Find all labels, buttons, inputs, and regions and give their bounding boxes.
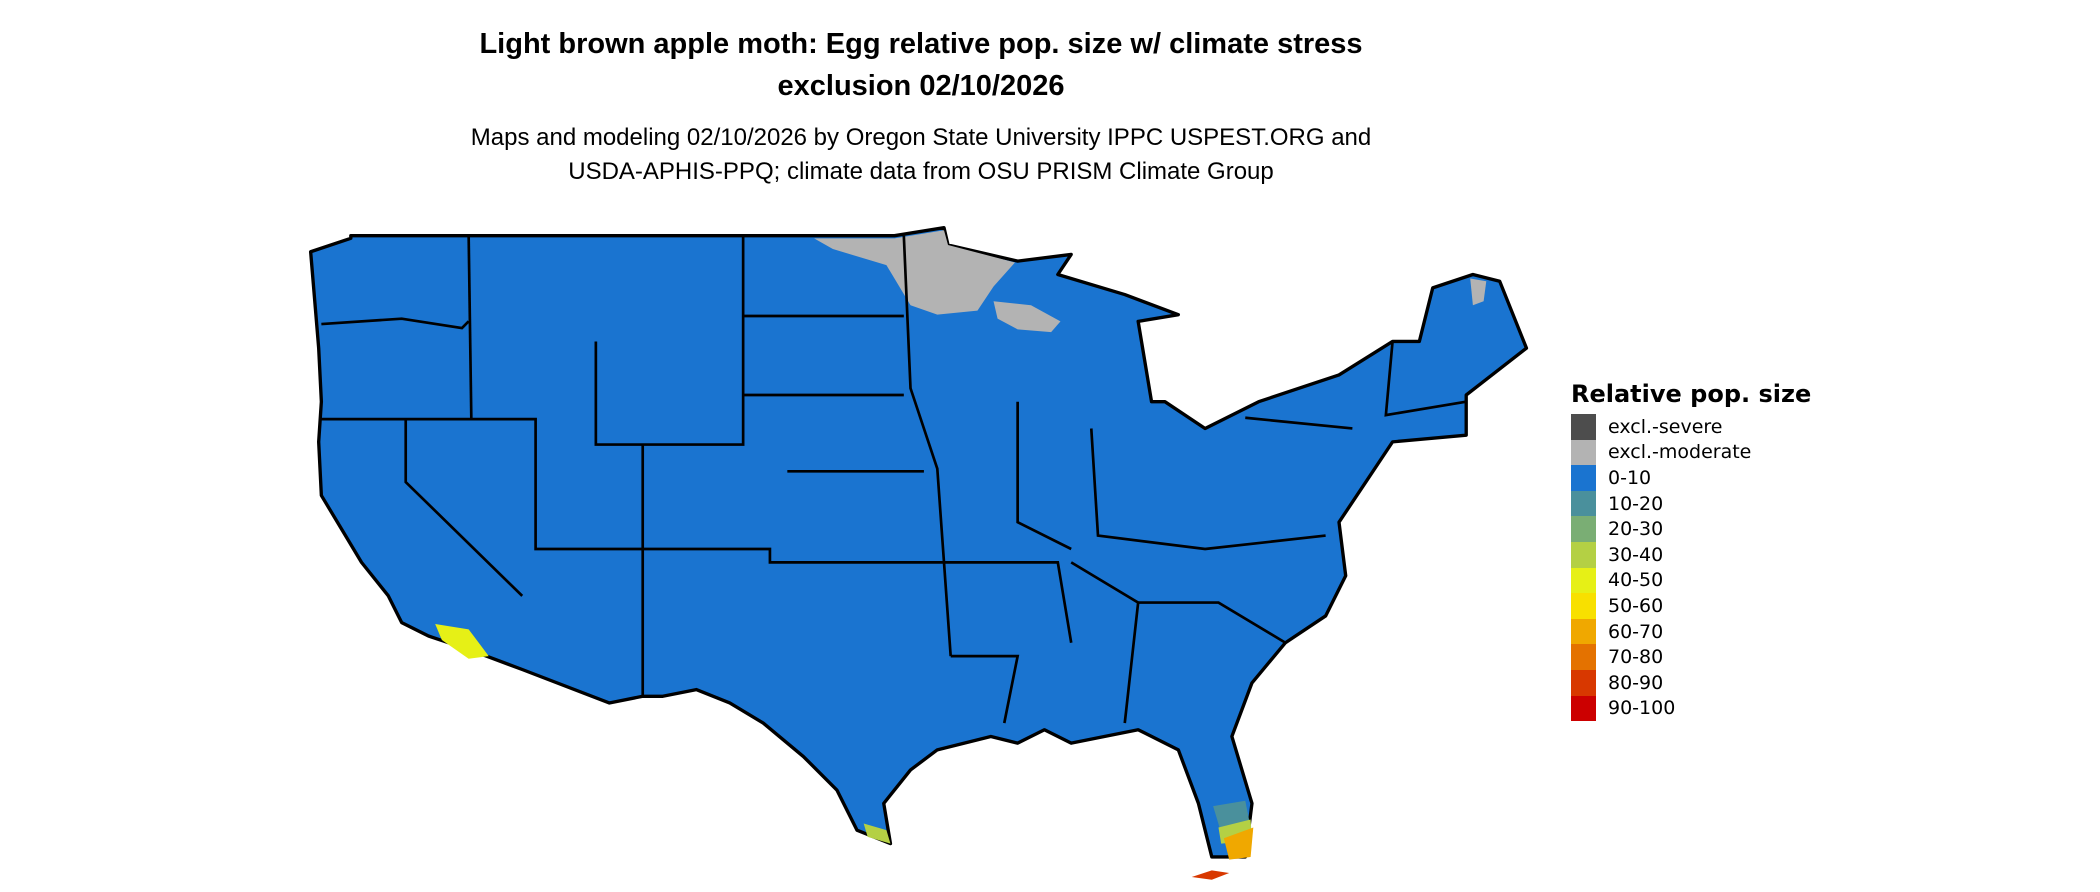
legend-item: 60-70 [1571,618,1811,645]
legend-item: 90-100 [1571,695,1811,722]
legend-label: 10-20 [1608,492,1664,515]
legend-swatch [1571,439,1596,466]
legend-item: 30-40 [1571,541,1811,568]
map-title: Light brown apple moth: Egg relative pop… [479,28,1363,60]
legend-swatch [1571,618,1596,645]
legend-title: Relative pop. size [1571,380,1812,408]
legend-item: excl.-severe [1571,414,1811,440]
legend-swatch [1571,465,1596,491]
state-borders [321,235,1467,724]
map-title-line2: exclusion 02/10/2026 [777,70,1065,102]
legend-item: 0-10 [1571,465,1811,491]
legend-item: 40-50 [1571,567,1811,594]
legend-item: 70-80 [1571,644,1811,670]
legend-swatch [1571,695,1596,722]
legend-swatch [1571,644,1596,670]
legend-label: 60-70 [1608,620,1664,643]
legend-swatch [1571,490,1596,517]
map-subtitle-line2: USDA-APHIS-PPQ; climate data from OSU PR… [568,158,1274,185]
florida-keys-80-90 [1191,870,1230,880]
legend-swatch [1571,541,1596,568]
legend-item: excl.-moderate [1571,439,1811,466]
legend-swatch [1571,516,1596,542]
legend-label: 80-90 [1608,671,1664,694]
legend-item: 10-20 [1571,490,1811,517]
legend-label: 20-30 [1608,518,1664,541]
legend-swatch [1571,593,1596,619]
legend-label: 50-60 [1608,594,1664,617]
excluded-moderate-maine [1470,278,1487,306]
legend-swatch [1571,567,1596,594]
excluded-moderate-minnesota [814,230,1015,315]
legend-label: excl.-moderate [1608,441,1752,464]
legend-label: 90-100 [1608,697,1676,720]
legend-label: 40-50 [1608,569,1664,592]
florida-gradient-60-70 [1223,827,1254,860]
legend-item: 20-30 [1571,516,1811,542]
texas-tip-30-40 [863,823,891,844]
legend-label: 30-40 [1608,543,1664,566]
us-outline [308,225,1529,859]
legend-label: 70-80 [1608,646,1664,669]
legend-item: 80-90 [1571,669,1811,696]
map-subtitle: Maps and modeling 02/10/2026 by Oregon S… [470,124,1372,151]
legend-swatch [1571,669,1596,696]
legend-item: 50-60 [1571,593,1811,619]
legend-label: 0-10 [1608,466,1652,489]
socal-30-50 [435,623,489,659]
legend-label: excl.-severe [1608,415,1723,438]
excluded-moderate-wisconsin [993,301,1061,333]
legend: Relative pop. size excl.-severe excl.-mod… [1571,380,1812,722]
legend-swatch [1571,414,1596,440]
